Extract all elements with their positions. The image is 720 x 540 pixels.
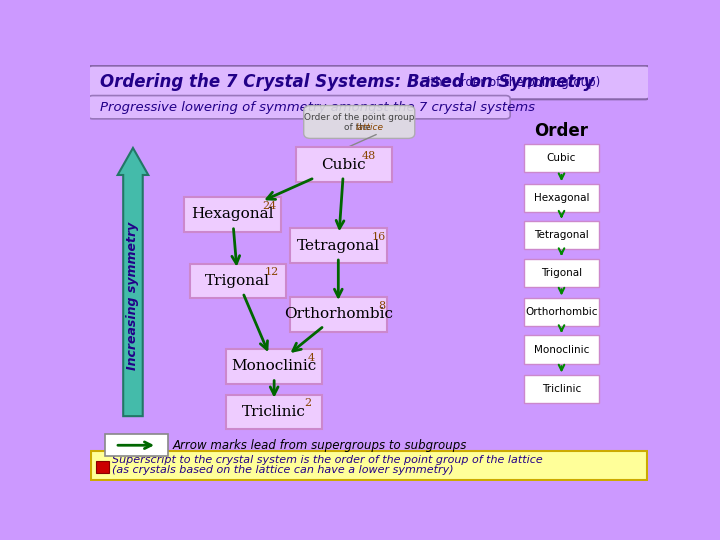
Text: 48: 48	[361, 151, 375, 161]
FancyBboxPatch shape	[524, 259, 598, 287]
Text: Superscript to the crystal system is the order of the point group of the lattice: Superscript to the crystal system is the…	[112, 455, 543, 465]
Text: 12: 12	[265, 267, 279, 277]
FancyBboxPatch shape	[89, 96, 510, 119]
Text: Hexagonal: Hexagonal	[191, 207, 274, 221]
FancyBboxPatch shape	[524, 144, 598, 172]
FancyBboxPatch shape	[524, 335, 598, 364]
Text: (as crystals based on the lattice can have a lower symmetry): (as crystals based on the lattice can ha…	[112, 465, 454, 475]
FancyBboxPatch shape	[524, 184, 598, 212]
FancyBboxPatch shape	[184, 197, 281, 232]
Text: Cubic: Cubic	[546, 153, 576, 164]
Text: 8: 8	[378, 301, 385, 310]
FancyBboxPatch shape	[104, 435, 168, 456]
Text: 4: 4	[307, 353, 315, 362]
Text: Tetragonal: Tetragonal	[534, 230, 589, 240]
Text: 16: 16	[372, 232, 386, 242]
FancyBboxPatch shape	[226, 395, 323, 429]
Text: Monoclinic: Monoclinic	[534, 345, 589, 355]
Text: Orthorhombic: Orthorhombic	[526, 307, 598, 317]
Text: Hexagonal: Hexagonal	[534, 193, 589, 203]
Text: Progressive lowering of symmetry amongst the 7 crystal systems: Progressive lowering of symmetry amongst…	[100, 101, 535, 114]
Text: Order: Order	[534, 123, 588, 140]
Text: of the: of the	[344, 123, 374, 132]
Text: Cubic: Cubic	[322, 158, 366, 172]
Text: 24: 24	[263, 201, 276, 211]
Text: Increasing symmetry: Increasing symmetry	[127, 221, 140, 370]
Text: Triclinic: Triclinic	[542, 384, 581, 394]
FancyBboxPatch shape	[226, 349, 323, 383]
FancyBboxPatch shape	[296, 147, 392, 182]
FancyBboxPatch shape	[524, 375, 598, 403]
Text: Order of the point group: Order of the point group	[304, 113, 415, 123]
Polygon shape	[117, 148, 148, 416]
Text: Trigonal: Trigonal	[541, 268, 582, 278]
FancyBboxPatch shape	[290, 297, 387, 332]
FancyBboxPatch shape	[290, 228, 387, 263]
Text: Ordering the 7 Crystal Systems: Based on Symmetry: Ordering the 7 Crystal Systems: Based on…	[100, 73, 595, 91]
Text: lattice: lattice	[355, 123, 383, 132]
Text: Trigonal: Trigonal	[205, 274, 271, 288]
Text: Monoclinic: Monoclinic	[232, 359, 317, 373]
FancyBboxPatch shape	[524, 221, 598, 249]
Text: (the order of the point group): (the order of the point group)	[422, 76, 600, 89]
Text: Tetragonal: Tetragonal	[297, 239, 380, 253]
FancyBboxPatch shape	[189, 264, 286, 298]
FancyBboxPatch shape	[96, 461, 109, 473]
Text: 2: 2	[305, 399, 312, 408]
FancyBboxPatch shape	[524, 298, 598, 326]
Text: Triclinic: Triclinic	[242, 405, 306, 419]
Text: Orthorhombic: Orthorhombic	[284, 307, 393, 321]
FancyBboxPatch shape	[91, 451, 647, 480]
FancyBboxPatch shape	[89, 66, 649, 99]
FancyBboxPatch shape	[304, 105, 415, 138]
Text: Arrow marks lead from supergroups to subgroups: Arrow marks lead from supergroups to sub…	[173, 439, 467, 452]
